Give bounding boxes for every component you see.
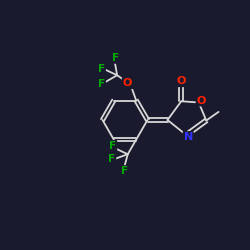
- Text: F: F: [112, 53, 120, 63]
- Text: O: O: [196, 96, 206, 106]
- Text: F: F: [108, 154, 116, 164]
- Text: F: F: [109, 141, 116, 151]
- Text: N: N: [184, 132, 193, 142]
- Text: O: O: [176, 76, 186, 86]
- Text: F: F: [121, 166, 128, 176]
- Text: O: O: [123, 78, 132, 88]
- Text: F: F: [98, 64, 105, 74]
- Text: F: F: [98, 79, 105, 89]
